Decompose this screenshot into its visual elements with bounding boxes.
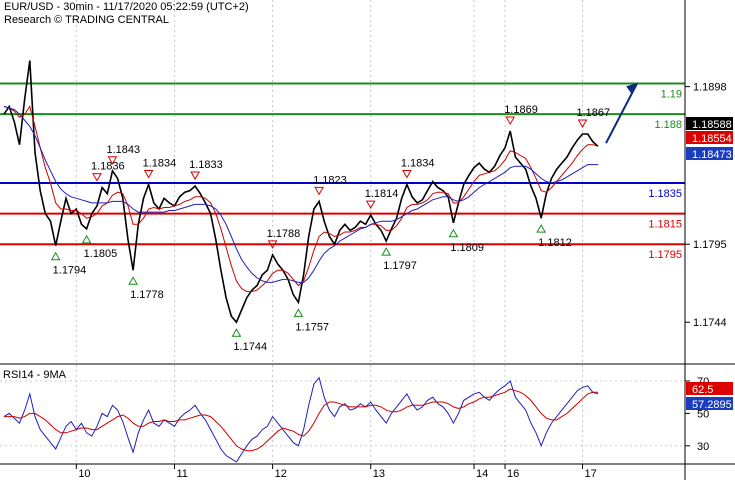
price-badge-ma_slow — [686, 147, 733, 160]
low-label: 1.1794 — [53, 265, 87, 277]
high-marker — [402, 170, 412, 179]
time-tick-label: 11 — [176, 468, 187, 480]
rsi-tick-label: 30 — [697, 441, 709, 453]
price-tick-label: 1.1795 — [693, 239, 727, 251]
low-marker — [81, 234, 92, 244]
level-label-support: 1.1795 — [648, 249, 682, 261]
annotations: 1.1794 1.1805 1.1836 1.1843 1.1778 1.1834 1.18… — [50, 82, 638, 353]
low-label: 1.1812 — [538, 237, 572, 249]
high-marker — [143, 170, 154, 179]
low-marker — [381, 247, 392, 256]
high-marker — [267, 240, 278, 249]
trend-arrow-head — [626, 82, 638, 95]
low-marker — [536, 224, 547, 233]
high-label: 1.1834 — [143, 158, 177, 170]
high-marker — [577, 119, 588, 129]
high-marker — [505, 116, 516, 125]
price-badge-ma_fast — [686, 131, 733, 144]
rsi-tick-label: 50 — [697, 408, 709, 420]
low-marker — [50, 251, 61, 261]
low-marker — [448, 228, 459, 238]
low-marker — [231, 328, 242, 337]
low-marker — [128, 276, 138, 285]
time-tick-label: 17 — [585, 468, 597, 480]
time-tick-label: 10 — [78, 468, 90, 480]
high-marker — [365, 200, 376, 210]
rsi-badge-label: 62.5 — [692, 384, 713, 396]
price-badge-label-ma_fast: 1.18554 — [692, 133, 732, 145]
high-marker — [92, 173, 102, 182]
ma-fast-line — [3, 105, 599, 293]
level-label-pivot: 1.1835 — [648, 188, 682, 200]
price-badge-label-current: 1.18588 — [692, 119, 732, 131]
high-marker — [314, 186, 324, 196]
price-tick-label: 1.1744 — [693, 317, 727, 329]
low-label: 1.1797 — [383, 260, 417, 272]
level-label-resistance: 1.188 — [654, 119, 682, 131]
high-label: 1.1823 — [313, 174, 347, 186]
high-label: 1.1843 — [106, 144, 140, 156]
high-marker — [190, 171, 200, 181]
level-label-support: 1.1815 — [648, 219, 682, 231]
price-series — [3, 60, 599, 324]
low-marker — [293, 308, 304, 317]
time-tick-label: 13 — [373, 468, 385, 480]
high-label: 1.1788 — [267, 228, 301, 240]
time-tick-label: 12 — [275, 468, 287, 480]
chart-header-symbol: EUR/USD - 30min - 11/17/2020 05:22:59 (U… — [4, 1, 249, 13]
high-label: 1.1833 — [189, 159, 223, 171]
high-label: 1.1869 — [504, 104, 538, 116]
time-tick-label: 14 — [476, 468, 488, 480]
grid — [75, 0, 584, 462]
rsi-badge — [686, 382, 733, 395]
price-badge-current — [686, 117, 733, 130]
chart-header-research: Research © TRADING CENTRAL — [4, 14, 169, 26]
low-label: 1.1778 — [130, 289, 164, 301]
time-tick-label: 16 — [507, 468, 519, 480]
rsi-badge-label: 57.2895 — [692, 399, 732, 411]
low-label: 1.1744 — [233, 341, 267, 353]
low-label: 1.1757 — [295, 321, 329, 333]
rsi-ma-line — [4, 388, 598, 452]
rsi-badge — [686, 397, 733, 410]
rsi-title: RSI14 - 9MA — [3, 369, 67, 381]
price-badge-label-ma_slow: 1.18473 — [692, 149, 732, 161]
level-label-resistance: 1.19 — [661, 89, 682, 101]
ma-slow-line — [3, 106, 598, 283]
price-line — [3, 60, 599, 324]
low-label: 1.1805 — [84, 248, 118, 260]
price-tick-label: 1.1898 — [693, 82, 727, 94]
high-label: 1.1836 — [91, 161, 125, 173]
high-marker — [107, 156, 118, 165]
levels: 1.19 1.188 1.1835 1.1815 1.1795 — [0, 82, 685, 261]
rsi-line — [3, 376, 599, 463]
high-label: 1.1834 — [401, 158, 435, 170]
low-label: 1.1809 — [450, 242, 484, 254]
high-label: 1.1814 — [365, 188, 399, 200]
high-label: 1.1867 — [577, 107, 611, 119]
